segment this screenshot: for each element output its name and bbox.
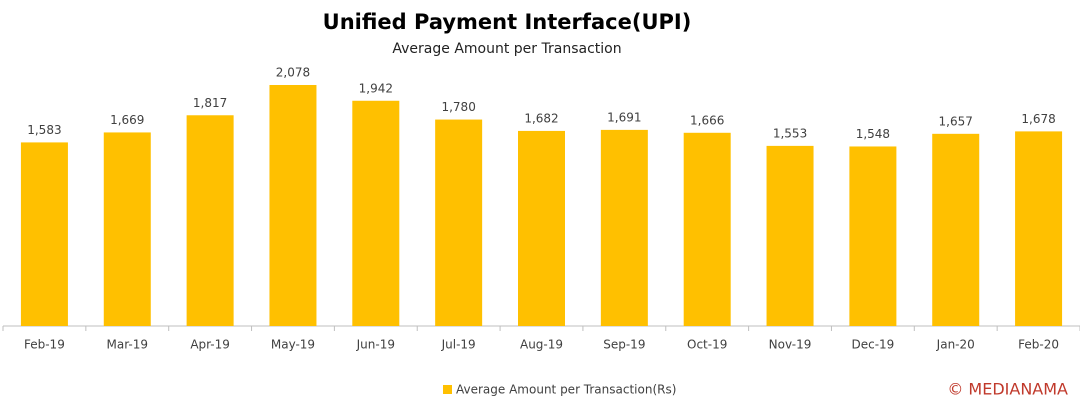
- credit: © MEDIANAMA: [947, 380, 1068, 399]
- value-label: 1,657: [939, 114, 973, 128]
- x-tick-label: Feb-19: [24, 338, 65, 352]
- x-tick-label: Oct-19: [687, 338, 727, 352]
- x-tick-label: Apr-19: [190, 338, 230, 352]
- bar: [518, 130, 565, 326]
- bar: [269, 85, 317, 326]
- x-tick-label: May-19: [271, 338, 315, 352]
- x-tick-label: Aug-19: [520, 338, 563, 352]
- value-label: 1,817: [193, 96, 227, 110]
- value-label: 1,669: [110, 113, 144, 127]
- bar: [186, 115, 234, 326]
- x-tick-label: Feb-20: [1018, 338, 1059, 352]
- x-tick-label: Mar-19: [107, 338, 148, 352]
- value-label: 1,548: [856, 127, 890, 141]
- chart-subtitle: Average Amount per Transaction: [392, 41, 621, 57]
- bar: [352, 100, 400, 326]
- value-label: 1,666: [690, 113, 724, 127]
- value-label: 2,078: [276, 66, 310, 80]
- value-label: 1,583: [27, 123, 61, 137]
- value-label: 1,780: [441, 100, 475, 114]
- bar: [932, 133, 980, 326]
- x-tick-label: Nov-19: [769, 338, 812, 352]
- legend-swatch: [443, 385, 452, 394]
- bar: [766, 145, 814, 326]
- bar: [20, 142, 68, 326]
- x-tick-label: Jan-20: [936, 338, 975, 352]
- x-tick-label: Dec-19: [851, 338, 894, 352]
- value-label: 1,682: [524, 111, 558, 125]
- value-label: 1,678: [1021, 112, 1055, 126]
- bar: [600, 129, 648, 326]
- x-tick-label: Jul-19: [441, 338, 476, 352]
- bar: [435, 119, 483, 326]
- legend-label: Average Amount per Transaction(Rs): [456, 383, 676, 397]
- chart-title: Unified Payment Interface(UPI): [323, 10, 692, 34]
- bar: [103, 132, 151, 326]
- x-tick-label: Sep-19: [603, 338, 645, 352]
- x-tick-label: Jun-19: [356, 338, 395, 352]
- bar: [1015, 131, 1063, 326]
- value-label: 1,942: [359, 81, 393, 95]
- bar: [849, 146, 897, 326]
- bar: [683, 132, 731, 326]
- value-label: 1,691: [607, 110, 641, 124]
- value-label: 1,553: [773, 126, 807, 140]
